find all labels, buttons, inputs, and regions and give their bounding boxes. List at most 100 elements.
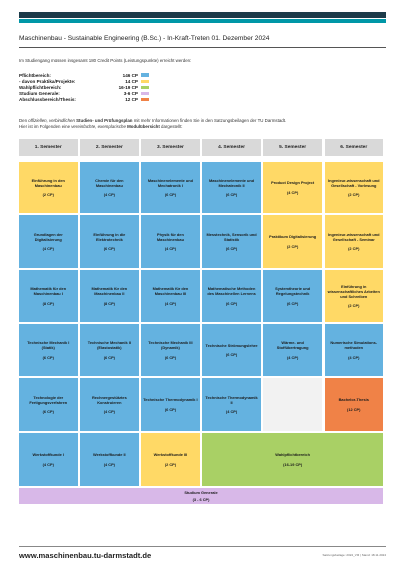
module-credit-points: (2 CP)	[348, 192, 360, 198]
module-name: Maschinenelemente und Mechatronik II	[208, 177, 255, 188]
module-credit-points: (2 CP)	[287, 243, 299, 249]
module-credit-points: (2 CP)	[348, 303, 360, 309]
title-divider	[19, 47, 386, 48]
module-name: Physik für den Maschinenbau	[156, 231, 184, 242]
module-name: Ingenieur-wissenschaft und Gesellschaft …	[328, 231, 380, 242]
module-credit-points: (6 CP)	[103, 354, 115, 360]
module-credit-points: (4 CP)	[287, 354, 299, 360]
credit-points-list: Pflichtbereich: 146 CP - davon Praktika/Pr…	[19, 72, 159, 102]
module-name: Mathematik für den Maschinenbau II	[91, 286, 128, 297]
module-name: Technische Mechanik I (Statik)	[27, 340, 70, 351]
footer-document-meta: Satzungsbeilage: 2024_VIII | Stand: 18.1…	[322, 553, 386, 557]
module-name: Technische Thermodynamik I	[143, 397, 198, 403]
module-card: Technische Strömungslehre (6 CP)	[202, 324, 261, 376]
footer-website-link[interactable]: www.maschinenbau.tu-darmstadt.de	[19, 551, 152, 560]
module-credit-points: (4 CP)	[103, 192, 115, 198]
module-credit-points: (2 CP)	[348, 246, 360, 252]
module-name: Grundlagen der Digitalisierung	[33, 231, 63, 242]
module-card: Maschinenelemente und Mechatronik I (6 CP…	[141, 162, 200, 213]
module-card: Ingenieur-wissenschaft und Gesellschaft …	[324, 162, 383, 213]
module-overview-paragraph: Den offiziellen, verbindlichen Studien- …	[19, 118, 287, 130]
top-bar-accent	[19, 19, 386, 23]
semester-header: 4. Semester	[202, 139, 261, 156]
module-card: Messtechnik, Sensorik und Statistik (6 CP…	[202, 215, 261, 268]
module-name: Wärme- und Stoffübertragung	[276, 340, 309, 351]
module-credit-points: (4 CP)	[42, 461, 54, 467]
semester-header: 1. Semester	[19, 139, 78, 156]
module-credit-points: (4 CP)	[348, 354, 360, 360]
credit-row: Studium Generale: 3-6 CP	[19, 90, 159, 96]
module-name: Technologie der Fertigungsverfahren	[29, 394, 68, 405]
module-name: Numerische Simulations-methoden	[330, 340, 378, 351]
semester-header: 2. Semester	[80, 139, 139, 156]
module-card: Praktikum Digitalisierung (2 CP)	[263, 215, 322, 268]
credit-label: Wahlpflichtbereich:	[19, 84, 62, 90]
module-card: Systemtheorie und Regelungstechnik (6 CP)	[263, 270, 322, 322]
intro-text: Im Studiengang müssen insgesamt 180 Cred…	[19, 58, 192, 63]
module-name: Rechnergestütztes Konstruieren	[91, 394, 127, 405]
module-name: Technische Strömungslehre	[205, 342, 258, 348]
module-name: Systemtheorie und Regelungstechnik	[275, 286, 311, 297]
module-name: Product Design Project	[271, 180, 315, 186]
module-overview-grid: 1. Semester 2. Semester 3. Semester 4. Seme…	[19, 139, 386, 504]
semester-header: 5. Semester	[263, 139, 322, 156]
module-credit-points: (4 CP)	[42, 246, 54, 252]
module-credit-points: (4 CP)	[287, 189, 299, 195]
module-card: Werkstoffkunde II (4 CP)	[80, 433, 139, 486]
module-name: Technische Mechanik III (Dynamik)	[148, 340, 193, 351]
module-credit-points: (6 CP)	[164, 354, 177, 360]
module-credit-points: (4 CP)	[103, 409, 115, 415]
module-credit-points: (6 CP)	[287, 300, 299, 306]
module-name: Einführung in wissenschaftliches Arbeite…	[327, 283, 380, 299]
module-card: Mathematische Methoden des Maschinellen …	[202, 270, 261, 322]
credit-label: - davon Praktika/Projekte:	[19, 78, 76, 84]
module-credit-points: (6 CP)	[42, 409, 54, 415]
module-credit-points: (4 CP)	[164, 300, 177, 306]
credit-row: Abschlussbereich/Thesis: 12 CP	[19, 96, 159, 102]
credit-label: Studium Generale:	[19, 90, 60, 96]
credit-color-swatch	[141, 85, 149, 89]
module-credit-points: (4 CP)	[164, 246, 177, 252]
module-card: Technische Mechanik III (Dynamik) (6 CP)	[141, 324, 200, 376]
module-card: Bachelor-Thesis (12 CP)	[324, 378, 383, 431]
credit-value: 146 CP	[122, 72, 138, 78]
module-credit-points: (3 - 6 CP)	[192, 496, 210, 502]
module-card: Werkstoffkunde III (2 CP)	[141, 433, 200, 486]
credit-row: Pflichtbereich: 146 CP	[19, 72, 159, 78]
module-card: Chemie für den Maschinenbau (4 CP)	[80, 162, 139, 213]
module-credit-points: (12 CP)	[347, 406, 361, 412]
module-name: Chemie für den Maschinenbau	[95, 177, 124, 188]
credit-value: 3-6 CP	[123, 90, 138, 96]
module-card: Maschinenelemente und Mechatronik II (6 C…	[202, 162, 261, 213]
credit-color-swatch	[141, 91, 149, 95]
module-credit-points: (4 CP)	[225, 409, 238, 415]
module-name: Mathematische Methoden des Maschinellen …	[207, 286, 256, 297]
module-card: Studium Generale (3 - 6 CP)	[19, 488, 383, 504]
module-name: Werkstoffkunde II	[93, 452, 126, 458]
module-credit-points: (8 CP)	[42, 300, 54, 306]
module-credit-points: (2 CP)	[164, 461, 177, 467]
module-name: Mathematik für den Maschinenbau I	[30, 286, 67, 297]
module-card: Technische Thermodynamik I (6 CP)	[141, 378, 200, 431]
module-card: Einführung in den Maschinenbau (2 CP)	[19, 162, 78, 213]
module-name: Wahlpflichtbereich	[275, 452, 310, 458]
module-name: Ingenieur-wissenschaft und Gesellschaft …	[328, 177, 380, 188]
module-name: Werkstoffkunde III	[153, 452, 188, 458]
module-credit-points: (6 CP)	[225, 300, 238, 306]
module-card: Einführung in wissenschaftliches Arbeite…	[324, 270, 383, 322]
module-credit-points: (8 CP)	[103, 300, 115, 306]
module-card: Technische Mechanik II (Elastostatik) (6 …	[80, 324, 139, 376]
credit-row: - davon Praktika/Projekte: 14 CP	[19, 78, 159, 84]
credit-row: Wahlpflichtbereich: 16-19 CP	[19, 84, 159, 90]
module-card: Wahlpflichtbereich (16-19 CP)	[202, 433, 383, 486]
module-credit-points: (6 CP)	[103, 246, 115, 252]
module-credit-points: (6 CP)	[164, 192, 177, 198]
module-card: Physik für den Maschinenbau (4 CP)	[141, 215, 200, 268]
module-card: Technische Mechanik I (Statik) (6 CP)	[19, 324, 78, 376]
credit-color-swatch	[141, 79, 149, 83]
module-credit-points: (16-19 CP)	[283, 461, 303, 467]
module-card: Numerische Simulations-methoden (4 CP)	[324, 324, 383, 376]
module-card: Product Design Project (4 CP)	[263, 162, 322, 213]
module-credit-points: (6 CP)	[42, 354, 54, 360]
footer-divider	[19, 546, 386, 547]
